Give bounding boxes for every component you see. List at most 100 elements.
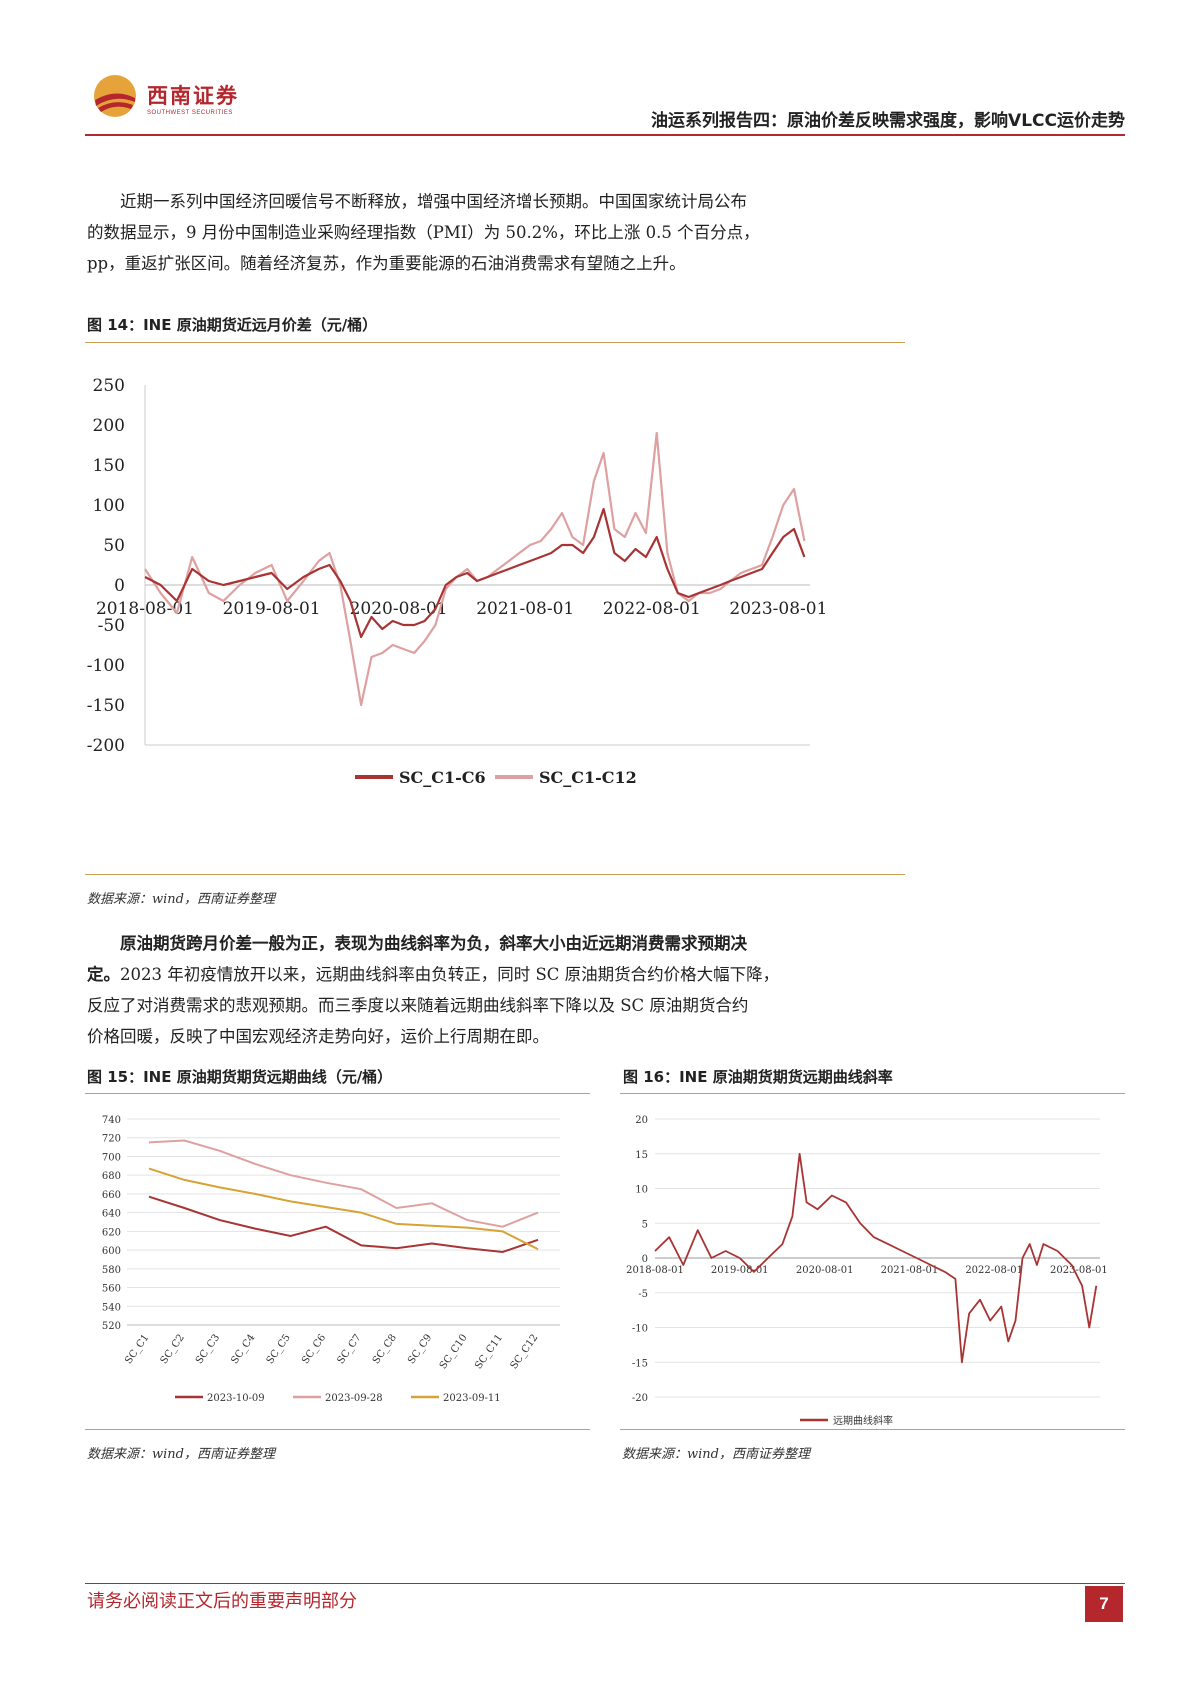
y-tick-label: -20 [632, 1393, 648, 1404]
y-tick-label: -10 [632, 1324, 648, 1335]
footer-disclaimer: 请务必阅读正文后的重要声明部分 [87, 1591, 357, 1612]
x-tick-label: SC_C6 [300, 1332, 328, 1366]
y-tick-label: -50 [98, 616, 125, 636]
para2-line-2: 定。2023 年初疫情放开以来，远期曲线斜率由负转正，同时 SC 原油期货合约价… [87, 959, 902, 990]
fig15-source: 数据来源：wind，西南证券整理 [87, 1447, 275, 1462]
para1-line-2: 的数据显示，9 月份中国制造业采购经理指数（PMI）为 50.2%，环比上涨 0… [87, 223, 760, 242]
x-tick-label: SC_C1 [123, 1332, 151, 1366]
x-tick-label: 2020-08-01 [796, 1265, 854, 1276]
y-tick-label: 560 [102, 1284, 121, 1295]
x-tick-label: SC_C11 [473, 1332, 505, 1371]
x-tick-label: 2023-08-01 [729, 599, 827, 619]
fig14-top-rule [85, 342, 905, 343]
analysis-paragraph: 原油期货跨月价差一般为正，表现为曲线斜率为负，斜率大小由近远期消费需求预期决 定… [87, 928, 902, 1052]
logo-subtext: SOUTHWEST SECURITIES [147, 110, 233, 116]
x-tick-label: SC_C12 [509, 1332, 541, 1371]
y-tick-label: 540 [102, 1302, 121, 1313]
y-tick-label: -200 [87, 736, 125, 756]
x-tick-label: 2019-08-01 [711, 1265, 769, 1276]
report-title: 油运系列报告四：原油价差反映需求强度，影响VLCC运价走势 [651, 111, 1125, 131]
series-line-slope [654, 1152, 1098, 1364]
page-header: 西南证券 SOUTHWEST SECURITIES 油运系列报告四：原油价差反映… [85, 66, 1125, 138]
y-tick-label: 50 [103, 536, 125, 556]
x-tick-label: SC_C7 [335, 1332, 363, 1366]
legend-label: 2023-10-09 [207, 1393, 265, 1404]
para2-line-3: 反应了对消费需求的悲观预期。而三季度以来随着远期曲线斜率下降以及 SC 原油期货… [87, 996, 749, 1015]
fig15-chart: 740720700680660640620600580560540520SC_C… [102, 1115, 560, 1404]
fig16-source: 数据来源：wind，西南证券整理 [622, 1447, 810, 1462]
fig16-bottom-rule [620, 1429, 1125, 1430]
x-tick-label: SC_C9 [406, 1332, 434, 1366]
legend-label: 2023-09-28 [325, 1393, 383, 1404]
y-tick-label: 0 [114, 576, 125, 596]
y-tick-label: 250 [93, 376, 125, 396]
series-line-2023-09-11 [148, 1167, 539, 1251]
y-tick-label: 640 [102, 1209, 121, 1220]
x-tick-label: 2020-08-01 [350, 599, 448, 619]
y-tick-label: 0 [642, 1254, 648, 1265]
series-line-2023-09-28 [148, 1139, 539, 1228]
fig16-title: 图 16：INE 原油期货期货远期曲线斜率 [623, 1068, 893, 1086]
y-tick-label: 600 [102, 1246, 121, 1257]
fig15-bottom-rule [85, 1429, 590, 1430]
series-line-sc-c1-c12 [144, 431, 806, 707]
y-tick-label: -15 [632, 1358, 648, 1369]
y-tick-label: 520 [102, 1321, 121, 1332]
x-tick-label: 2018-08-01 [626, 1265, 684, 1276]
x-tick-label: SC_C4 [229, 1332, 257, 1366]
y-tick-label: 15 [635, 1150, 648, 1161]
fig14-chart: 250200150100500-50-100-150-2002018-08-01… [87, 376, 828, 787]
fig16-top-rule [620, 1093, 1125, 1094]
x-tick-label: 2022-08-01 [965, 1265, 1023, 1276]
x-tick-label: SC_C5 [265, 1332, 293, 1366]
y-tick-label: 700 [102, 1152, 121, 1163]
x-tick-label: 2023-08-01 [1050, 1265, 1108, 1276]
fig15-top-rule [85, 1093, 590, 1094]
x-tick-label: 2021-08-01 [881, 1265, 939, 1276]
fig16-chart: 20 15 10 5 0 -5 -10 -15 -20 2018-08-01 2019-08-01 2… [626, 1115, 1108, 1427]
para2-bold-end: 定。 [87, 965, 120, 984]
y-tick-label: 200 [93, 416, 125, 436]
header-divider [85, 134, 1125, 136]
x-tick-label: 2022-08-01 [603, 599, 701, 619]
legend-label: SC_C1-C6 [399, 768, 486, 787]
logo-text: 西南证券 [147, 83, 239, 108]
para1-line-1: 近期一系列中国经济回暖信号不断释放，增强中国经济增长预期。中国国家统计局公布 [120, 192, 747, 211]
para1-line-3: pp，重返扩张区间。随着经济复苏，作为重要能源的石油消费需求有望随之上升。 [87, 254, 686, 273]
y-tick-label: -5 [638, 1289, 648, 1300]
intro-paragraph: 近期一系列中国经济回暖信号不断释放，增强中国经济增长预期。中国国家统计局公布 的… [87, 186, 902, 279]
legend-label: 远期曲线斜率 [833, 1414, 893, 1427]
y-tick-label: 150 [93, 456, 125, 476]
x-tick-label: 2019-08-01 [223, 599, 321, 619]
y-tick-label: 10 [635, 1185, 648, 1196]
x-tick-label: 2021-08-01 [476, 599, 574, 619]
y-tick-label: 5 [642, 1219, 648, 1230]
y-tick-label: -150 [87, 696, 125, 716]
y-tick-label: 20 [635, 1115, 648, 1126]
x-tick-label: SC_C8 [371, 1332, 399, 1366]
para2-line-2-text: 2023 年初疫情放开以来，远期曲线斜率由负转正，同时 SC 原油期货合约价格大… [120, 965, 780, 984]
para2-line-1: 原油期货跨月价差一般为正，表现为曲线斜率为负，斜率大小由近远期消费需求预期决 [120, 934, 747, 953]
y-tick-label: 680 [102, 1171, 121, 1182]
y-tick-label: 100 [93, 496, 125, 516]
legend-label: SC_C1-C12 [539, 768, 637, 787]
y-tick-label: 580 [102, 1265, 121, 1276]
x-tick-label: SC_C10 [438, 1332, 470, 1371]
para2-line-4: 价格回暖，反映了中国宏观经济走势向好，运价上行周期在即。 [87, 1027, 549, 1046]
y-tick-label: 720 [102, 1134, 121, 1145]
y-tick-label: 740 [102, 1115, 121, 1126]
fig14-title: 图 14：INE 原油期货近远月价差（元/桶） [87, 316, 378, 334]
page-number: 7 [1085, 1586, 1123, 1622]
y-tick-label: 620 [102, 1227, 121, 1238]
fig14-bottom-rule [85, 874, 905, 875]
footer-divider [85, 1583, 1125, 1584]
y-tick-label: -100 [87, 656, 125, 676]
series-line-2023-10-09 [148, 1195, 539, 1254]
y-tick-label: 660 [102, 1190, 121, 1201]
legend-label: 2023-09-11 [443, 1393, 501, 1404]
fig14-source: 数据来源：wind，西南证券整理 [87, 892, 275, 907]
logo-icon [94, 75, 136, 117]
x-tick-label: SC_C2 [159, 1332, 187, 1366]
fig15-title: 图 15：INE 原油期货期货远期曲线（元/桶） [87, 1068, 393, 1086]
x-tick-label: SC_C3 [194, 1332, 222, 1366]
